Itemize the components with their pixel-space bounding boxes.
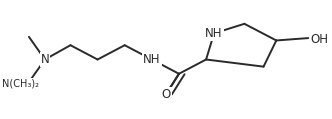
Text: NH: NH	[205, 27, 223, 40]
Text: OH: OH	[311, 33, 329, 46]
Text: O: O	[162, 87, 171, 101]
Text: NH: NH	[143, 53, 161, 66]
Text: N: N	[41, 53, 49, 66]
Text: N(CH₃)₂: N(CH₃)₂	[2, 79, 40, 89]
